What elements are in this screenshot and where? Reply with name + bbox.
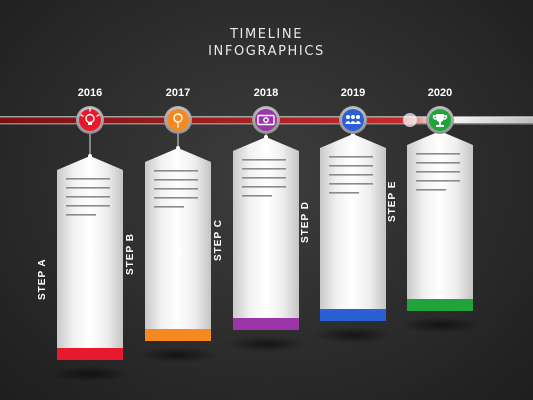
- lightbulb-icon: [80, 108, 100, 125]
- card-body: [407, 131, 473, 311]
- icon-disc: [167, 109, 189, 131]
- team-icon: [345, 115, 361, 124]
- year-label: 2017: [165, 87, 191, 99]
- placeholder-text-line: [416, 153, 460, 155]
- card-color-bar: [407, 299, 473, 311]
- card-shadow: [138, 347, 218, 363]
- year-label: 2018: [253, 87, 279, 99]
- card-shadow: [400, 317, 480, 333]
- card-color-bar: [233, 318, 299, 330]
- title-line-1: TIMELINE: [229, 27, 304, 42]
- step-label: STEP B: [125, 233, 136, 275]
- timeline-step: [138, 106, 218, 363]
- card-body: [57, 156, 123, 360]
- card-body: [233, 137, 299, 330]
- placeholder-text-line: [242, 159, 286, 161]
- placeholder-text-line: [66, 205, 110, 207]
- placeholder-text-line: [66, 196, 110, 198]
- year-label: 2019: [340, 87, 366, 99]
- icon-disc: [342, 109, 364, 131]
- placeholder-text-line: [242, 186, 286, 188]
- money-icon: [257, 114, 275, 126]
- placeholder-text-line: [154, 179, 198, 181]
- title-line-2: INFOGRAPHICS: [208, 44, 325, 59]
- placeholder-text-line: [242, 177, 286, 179]
- placeholder-text-line: [416, 180, 460, 182]
- step-label: STEP C: [213, 219, 224, 261]
- step-label: STEP D: [300, 201, 311, 243]
- card-color-bar: [145, 329, 211, 341]
- card-color-bar: [57, 348, 123, 360]
- timeline-step: [50, 106, 130, 382]
- icon-disc: [79, 109, 101, 131]
- placeholder-text-line: [154, 170, 198, 172]
- placeholder-text-line: [329, 156, 373, 158]
- card-body: [320, 134, 386, 321]
- card-color-bar: [320, 309, 386, 321]
- step-label: STEP E: [387, 180, 398, 222]
- placeholder-text-line: [329, 165, 373, 167]
- placeholder-text-line: [329, 174, 373, 176]
- card-shadow: [226, 336, 306, 352]
- placeholder-text-line: [242, 168, 286, 170]
- year-label: 2020: [427, 87, 453, 99]
- year-label: 2016: [77, 87, 103, 99]
- placeholder-text-line: [416, 189, 446, 191]
- placeholder-text-line: [66, 187, 110, 189]
- timeline-step: [313, 106, 393, 343]
- placeholder-text-line: [154, 197, 198, 199]
- placeholder-text-line: [416, 171, 460, 173]
- placeholder-text-line: [66, 178, 110, 180]
- placeholder-text-line: [416, 162, 460, 164]
- timeline-step: [226, 106, 306, 352]
- placeholder-text-line: [329, 192, 359, 194]
- placeholder-text-line: [242, 195, 272, 197]
- placeholder-text-line: [329, 183, 373, 185]
- card-body: [145, 148, 211, 341]
- card-shadow: [50, 366, 130, 382]
- step-label: STEP A: [37, 258, 48, 300]
- icon-disc: [255, 109, 277, 131]
- magnifier-icon: [173, 113, 183, 128]
- card-shadow: [313, 327, 393, 343]
- placeholder-text-line: [154, 188, 198, 190]
- placeholder-text-line: [66, 214, 96, 216]
- trophy-icon: [432, 114, 448, 127]
- timeline-step: [400, 106, 480, 333]
- placeholder-text-line: [154, 206, 184, 208]
